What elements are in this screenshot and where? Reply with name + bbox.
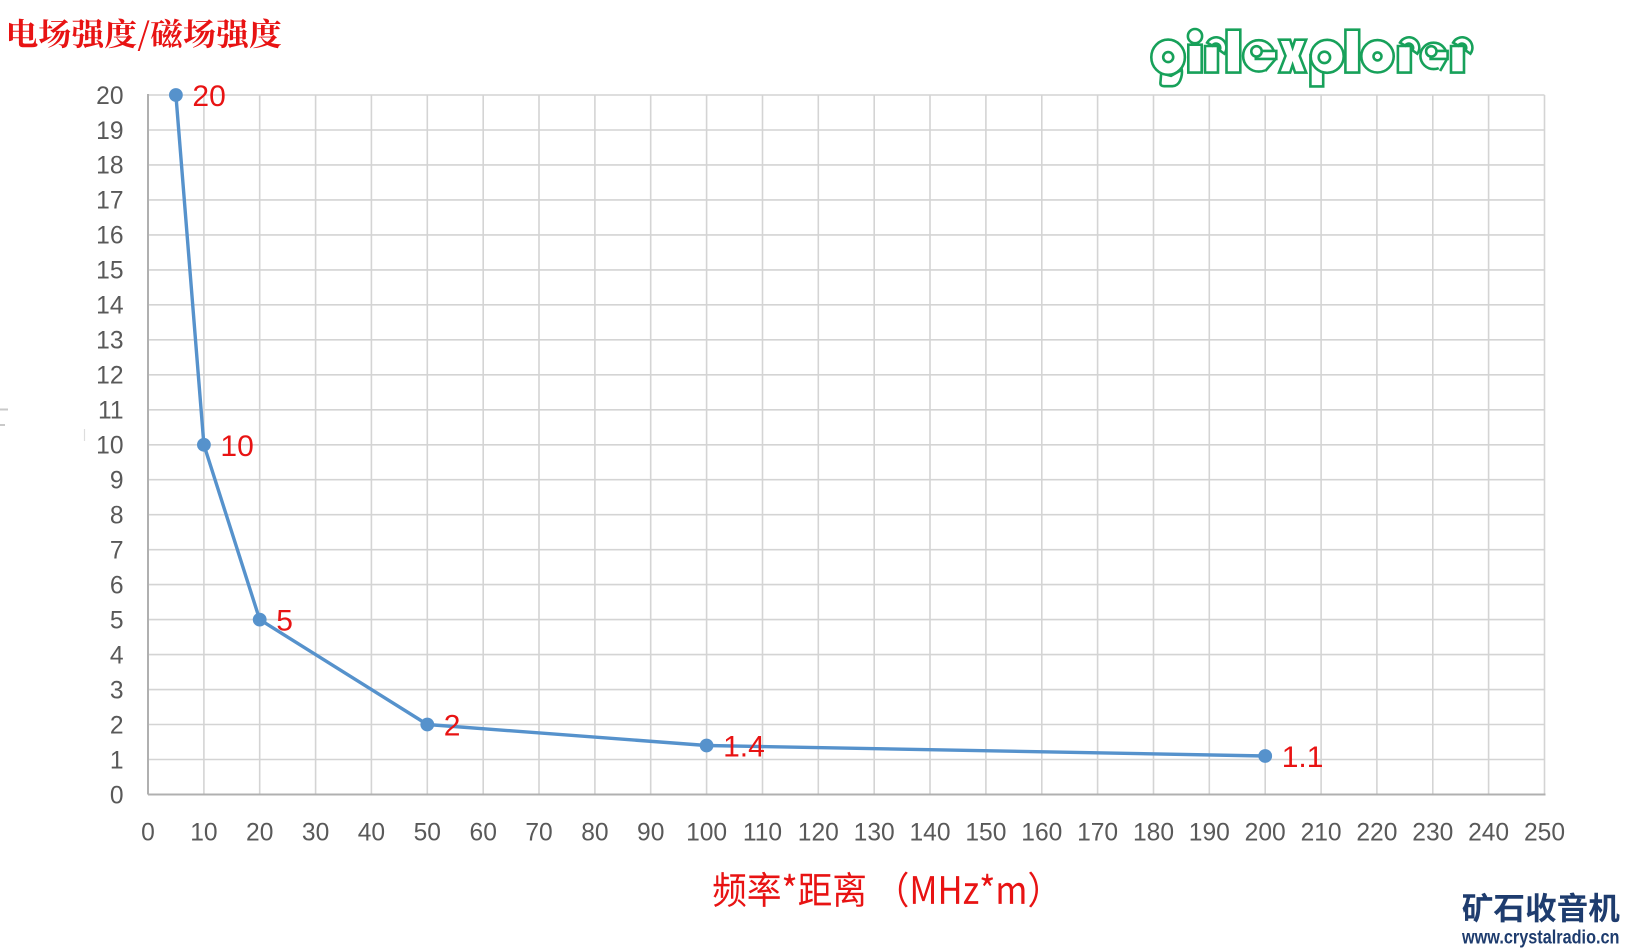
svg-text:17: 17 (96, 188, 123, 215)
svg-text:220: 220 (1356, 820, 1397, 847)
svg-text:200: 200 (1245, 820, 1286, 847)
svg-text:150: 150 (965, 820, 1006, 847)
svg-text:0: 0 (110, 782, 124, 809)
svg-text:50: 50 (414, 820, 441, 847)
svg-text:210: 210 (1301, 820, 1342, 847)
svg-text:7: 7 (110, 538, 124, 565)
svg-text:6: 6 (110, 572, 124, 599)
svg-text:100: 100 (686, 820, 727, 847)
svg-text:110: 110 (743, 820, 782, 847)
svg-text:www.crystalradio.cn: www.crystalradio.cn (1461, 927, 1619, 949)
svg-text:1.1: 1.1 (1282, 741, 1324, 774)
svg-text:120: 120 (798, 820, 839, 847)
svg-text:8: 8 (110, 503, 124, 530)
svg-text:1: 1 (110, 747, 124, 774)
svg-text:16: 16 (96, 223, 123, 250)
svg-text:190: 190 (1189, 820, 1230, 847)
svg-text:10: 10 (190, 820, 217, 847)
svg-text:240: 240 (1468, 820, 1509, 847)
svg-text:5: 5 (276, 605, 293, 638)
svg-text:250: 250 (1524, 820, 1565, 847)
svg-text:19: 19 (96, 118, 123, 145)
svg-text:230: 230 (1412, 820, 1453, 847)
svg-text:160: 160 (1021, 820, 1062, 847)
svg-text:18: 18 (96, 153, 123, 180)
svg-text:130: 130 (854, 820, 895, 847)
svg-text:10: 10 (96, 433, 123, 460)
svg-text:80: 80 (581, 820, 608, 847)
svg-text:12: 12 (96, 363, 123, 390)
svg-text:9: 9 (110, 468, 124, 495)
svg-text:40: 40 (358, 820, 385, 847)
svg-text:20: 20 (192, 80, 225, 113)
svg-text:20: 20 (96, 83, 123, 110)
svg-text:15: 15 (96, 258, 123, 285)
svg-text:20: 20 (246, 820, 273, 847)
svg-text:180: 180 (1133, 820, 1174, 847)
svg-text:90: 90 (637, 820, 664, 847)
svg-text:10: 10 (220, 430, 253, 463)
svg-text:5: 5 (110, 607, 124, 634)
svg-text:11: 11 (98, 398, 124, 425)
svg-text:3: 3 (110, 677, 124, 704)
svg-text:2: 2 (110, 712, 124, 739)
svg-text:170: 170 (1077, 820, 1118, 847)
svg-text:13: 13 (96, 328, 123, 355)
svg-text:70: 70 (525, 820, 552, 847)
svg-text:2: 2 (444, 710, 461, 743)
svg-text:4: 4 (110, 642, 124, 669)
svg-text:30: 30 (302, 820, 329, 847)
svg-text:14: 14 (96, 293, 123, 320)
svg-text:1.4: 1.4 (723, 731, 765, 764)
svg-text:140: 140 (909, 820, 950, 847)
svg-text:0: 0 (141, 820, 155, 847)
svg-text:60: 60 (470, 820, 497, 847)
